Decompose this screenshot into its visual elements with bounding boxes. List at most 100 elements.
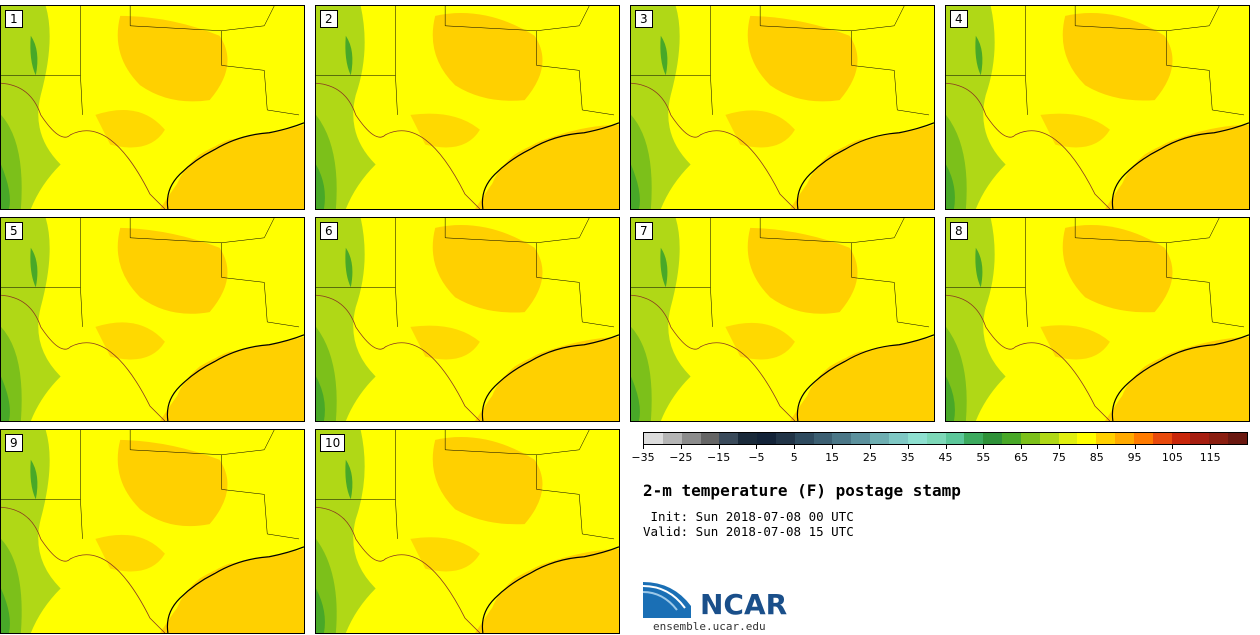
colorbar-tick: [1058, 445, 1060, 449]
colorbar-tick-label: 25: [862, 451, 877, 464]
colorbar-swatch: [907, 433, 927, 444]
panel-number-label: 10: [320, 434, 346, 452]
colorbar-swatch: [1209, 433, 1229, 444]
colorbar-swatch: [1115, 433, 1134, 444]
colorbar-tick-label: 15: [825, 451, 840, 464]
ensemble-member-panel: 9: [0, 429, 305, 634]
ncar-logo-icon: [643, 582, 691, 618]
colorbar-swatch: [1228, 433, 1247, 444]
ensemble-member-panel: 10: [315, 429, 620, 634]
colorbar-swatch: [888, 433, 908, 444]
colorbar-tick-label: 5: [790, 451, 798, 464]
ensemble-member-panel: 2: [315, 5, 620, 210]
ensemble-member-panel: 5: [0, 217, 305, 422]
panel-number-label: 3: [635, 10, 653, 28]
ensemble-member-panel: 8: [945, 217, 1250, 422]
colorbar-swatch: [1002, 433, 1021, 444]
colorbar-tick-label: −35: [631, 451, 655, 464]
colorbar-tick: [680, 445, 682, 449]
colorbar-swatch: [1152, 433, 1172, 444]
panel-number-label: 6: [320, 222, 338, 240]
colorbar-tick-label: −5: [748, 451, 765, 464]
panel-number-label: 2: [320, 10, 338, 28]
valid-time: Valid: Sun 2018-07-08 15 UTC: [643, 524, 854, 539]
temperature-map: [316, 218, 619, 421]
colorbar-swatch: [1077, 433, 1097, 444]
colorbar-tick: [1210, 445, 1212, 449]
colorbar-tick-label: 115: [1199, 451, 1221, 464]
colorbar-tick-label: 105: [1161, 451, 1183, 464]
colorbar-tick: [983, 445, 985, 449]
colorbar-tick: [945, 445, 947, 449]
panel-number-label: 9: [5, 434, 23, 452]
colorbar-swatch: [1171, 433, 1191, 444]
colorbar-swatch: [738, 433, 758, 444]
colorbar-tick-label: 35: [900, 451, 915, 464]
colorbar-tick-label: 45: [938, 451, 953, 464]
logo-url: ensemble.ucar.edu: [653, 620, 766, 633]
colorbar-swatch: [813, 433, 833, 444]
panel-number-label: 4: [950, 10, 968, 28]
colorbar-tick-label: −15: [707, 451, 731, 464]
ncar-logo-text: NCAR: [700, 588, 788, 621]
temperature-map: [1, 430, 304, 633]
colorbar-tick-label: 75: [1051, 451, 1066, 464]
colorbar-tick: [643, 445, 644, 449]
colorbar-tick: [756, 445, 758, 449]
colorbar-swatch: [832, 433, 852, 444]
temperature-map: [631, 6, 934, 209]
ensemble-member-panel: 6: [315, 217, 620, 422]
colorbar-tick-label: −25: [669, 451, 693, 464]
init-time: Init: Sun 2018-07-08 00 UTC: [643, 509, 854, 524]
colorbar: [643, 432, 1248, 445]
colorbar-swatch: [1133, 433, 1153, 444]
colorbar-swatch: [719, 433, 739, 444]
panel-number-label: 5: [5, 222, 23, 240]
colorbar-tick: [869, 445, 871, 449]
temperature-map: [1, 218, 304, 421]
colorbar-swatch: [662, 433, 682, 444]
colorbar-swatch: [983, 433, 1003, 444]
ensemble-member-panel: 4: [945, 5, 1250, 210]
ensemble-member-panel: 3: [630, 5, 935, 210]
panel-number-label: 1: [5, 10, 23, 28]
colorbar-tick-label: 55: [976, 451, 991, 464]
panel-number-label: 8: [950, 222, 968, 240]
colorbar-tick: [794, 445, 796, 449]
temperature-map: [946, 6, 1249, 209]
colorbar-swatch: [870, 433, 889, 444]
colorbar-tick-label: 65: [1014, 451, 1029, 464]
colorbar-swatch: [644, 433, 663, 444]
colorbar-tick-label: 85: [1089, 451, 1104, 464]
colorbar-tick-label: 95: [1127, 451, 1142, 464]
colorbar-swatch: [775, 433, 795, 444]
colorbar-swatch: [794, 433, 814, 444]
temperature-map: [946, 218, 1249, 421]
colorbar-swatch: [1020, 433, 1040, 444]
colorbar-swatch: [926, 433, 946, 444]
colorbar-ticks: −35 −25 −15 −5 5 15 25 35 45 55 65 75 85 95 105 115: [631, 445, 1248, 465]
temperature-map: [316, 430, 619, 633]
colorbar-swatch: [757, 433, 776, 444]
colorbar-swatch: [1190, 433, 1210, 444]
colorbar-tick: [718, 445, 720, 449]
colorbar-swatch: [681, 433, 701, 444]
ensemble-member-panel: 1: [0, 5, 305, 210]
ensemble-member-panel: 7: [630, 217, 935, 422]
chart-title: 2-m temperature (F) postage stamp: [643, 481, 961, 500]
temperature-map: [316, 6, 619, 209]
colorbar-tick: [907, 445, 909, 449]
colorbar-swatch: [964, 433, 984, 444]
colorbar-tick: [832, 445, 834, 449]
colorbar-tick: [1172, 445, 1174, 449]
colorbar-swatch: [1058, 433, 1078, 444]
colorbar-swatch: [851, 433, 871, 444]
colorbar-tick: [1134, 445, 1136, 449]
colorbar-tick: [1021, 445, 1023, 449]
colorbar-tick: [1096, 445, 1098, 449]
colorbar-swatch: [700, 433, 720, 444]
colorbar-swatch: [945, 433, 965, 444]
temperature-map: [1, 6, 304, 209]
panel-number-label: 7: [635, 222, 653, 240]
colorbar-swatch: [1039, 433, 1059, 444]
